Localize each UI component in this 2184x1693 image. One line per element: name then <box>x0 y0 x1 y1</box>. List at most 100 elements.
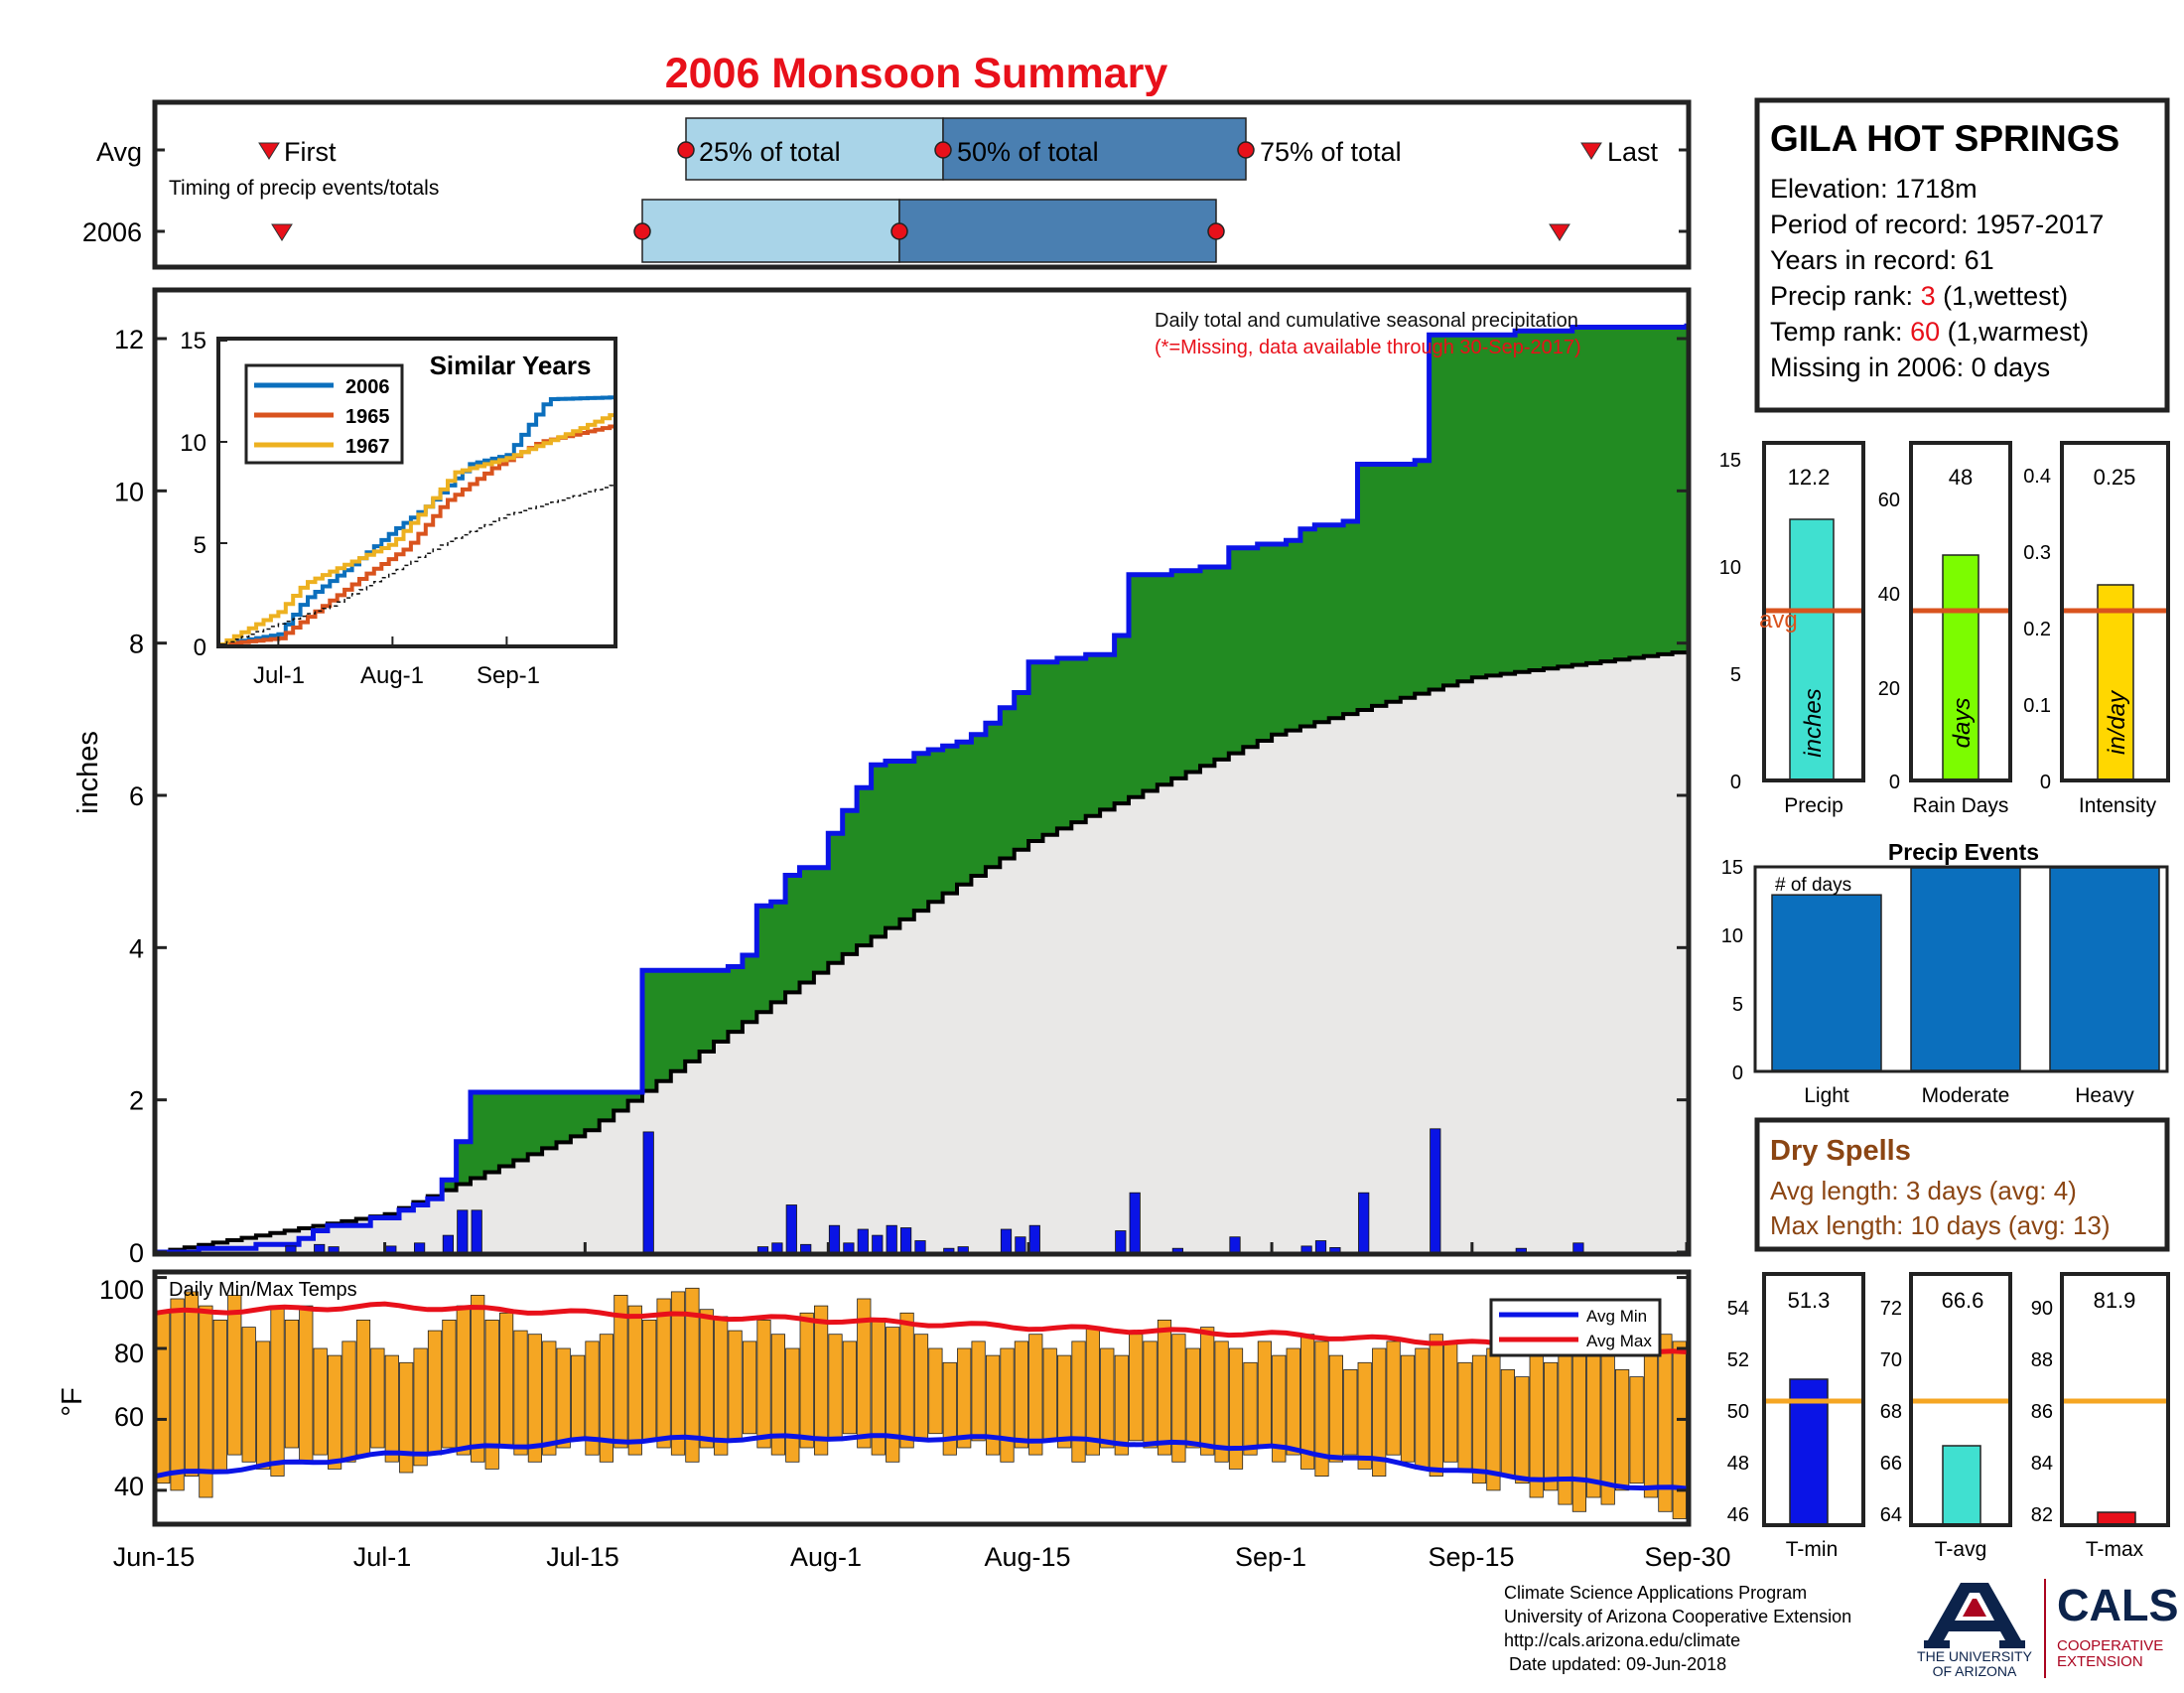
daily-precip-bar <box>1314 1240 1327 1253</box>
daily-temp-bar <box>270 1305 285 1477</box>
daily-precip-bar <box>872 1234 884 1253</box>
main-ylabel: inches <box>72 731 104 814</box>
daily-temp-bar <box>986 1354 1001 1456</box>
daily-temp-bar <box>1171 1334 1186 1463</box>
daily-temp-bar <box>942 1361 957 1456</box>
temp-rank-suffix: (1,warmest) <box>1940 317 2089 347</box>
daily-temp-bar <box>1200 1327 1215 1456</box>
intensity-unit-label: in/day <box>2104 689 2130 755</box>
main-ytick-label: 6 <box>129 781 144 811</box>
daily-temp-bar <box>714 1316 729 1456</box>
temp-caption: Daily Min/Max Temps <box>169 1279 357 1301</box>
intensity-ytick-03: 0.3 <box>2023 542 2051 564</box>
precip-mini-frame <box>1762 441 1865 782</box>
intensity-mini-chart: 0.25 in/day 0 0.1 0.2 0.3 0.4 Intensity <box>2023 441 2170 817</box>
daily-temp-bar <box>1529 1354 1544 1498</box>
station-period: Period of record: 1957-2017 <box>1770 210 2104 239</box>
precip-value-bar <box>1789 518 1835 781</box>
rain-days-unit-label: days <box>1949 698 1976 749</box>
daily-temp-bar <box>1486 1347 1501 1491</box>
footer-line-1: Climate Science Applications Program <box>1504 1583 1807 1603</box>
inset-line-1967 <box>219 413 614 646</box>
daily-precip-bar <box>957 1246 969 1253</box>
daily-precip-bar <box>413 1242 426 1253</box>
rain-days-ytick-60: 60 <box>1878 490 1900 511</box>
tmax-ytick-84: 84 <box>2031 1453 2053 1475</box>
daily-temp-bar <box>1672 1340 1687 1519</box>
daily-precip-bar <box>914 1240 926 1253</box>
daily-precip-bar <box>785 1204 797 1253</box>
xtick-jul15: Jul-15 <box>546 1542 619 1572</box>
daily-temp-bar <box>1343 1369 1358 1456</box>
rain-days-ytick-0: 0 <box>1889 772 1900 793</box>
cals-line-2: EXTENSION <box>2057 1653 2143 1670</box>
tmax-value-text: 81.9 <box>2094 1288 2136 1313</box>
daily-temp-bar <box>1629 1376 1644 1484</box>
daily-temp-bar <box>585 1340 600 1456</box>
daily-temp-bar <box>327 1354 342 1470</box>
pct-50-label: 50% of total <box>957 137 1099 167</box>
ua-line-2: OF ARIZONA <box>1933 1663 2017 1679</box>
daily-temp-bar <box>1386 1340 1401 1456</box>
xtick-aug15: Aug-15 <box>984 1542 1070 1572</box>
events-cat-light: Light <box>1804 1084 1849 1107</box>
station-temp-rank: Temp rank: 60 (1,warmest) <box>1770 317 2089 347</box>
daily-temp-bar <box>355 1320 371 1456</box>
precip-ytick-0: 0 <box>1730 772 1741 793</box>
timing-row-avg-label: Avg <box>96 137 142 167</box>
daily-precip-bar <box>857 1228 869 1253</box>
intensity-ytick-0: 0 <box>2040 772 2051 793</box>
last-label: Last <box>1607 137 1659 167</box>
daily-temp-bar <box>384 1354 399 1463</box>
dry-spells-max-length: Max length: 10 days (avg: 13) <box>1770 1210 2111 1240</box>
precip-mini-label: Precip <box>1784 794 1843 817</box>
daily-precip-bar <box>943 1247 955 1253</box>
events-ytick-15: 15 <box>1721 857 1743 879</box>
daily-temp-bar <box>413 1347 428 1467</box>
tavg-mini-chart: 66.6 64 66 68 70 72 T-avg <box>1880 1272 2012 1561</box>
tavg-ytick-66: 66 <box>1880 1453 1902 1475</box>
daily-temp-bar <box>442 1320 457 1449</box>
tmin-mini-chart: 51.3 46 48 50 52 54 T-min <box>1727 1272 1865 1561</box>
y2006-25-marker <box>633 222 651 240</box>
daily-temp-bar <box>1071 1340 1086 1463</box>
daily-precip-bar <box>1430 1128 1441 1253</box>
temp-ylabel: °F <box>57 1387 88 1416</box>
daily-temp-bar <box>828 1334 843 1442</box>
tmin-mini-label: T-min <box>1786 1538 1839 1561</box>
dry-spells-box: Dry Spells Avg length: 3 days (avg: 4) M… <box>1754 1117 2170 1252</box>
event-bar-heavy <box>2049 867 2160 1071</box>
avg-box-25-50 <box>685 117 944 181</box>
tmin-ytick-54: 54 <box>1727 1298 1749 1320</box>
daily-precip-bar <box>642 1131 654 1253</box>
main-ytick-label: 8 <box>129 630 144 659</box>
daily-precip-bar <box>457 1209 469 1253</box>
events-cat-moderate: Moderate <box>1922 1084 2010 1107</box>
temp-ytick-40: 40 <box>114 1472 144 1501</box>
daily-temp-bar <box>1457 1361 1472 1470</box>
tmax-ytick-86: 86 <box>2031 1401 2053 1423</box>
last-2006-marker <box>1549 223 1570 241</box>
precip-avg-label: avg <box>1759 607 1798 634</box>
daily-temp-bar <box>1443 1340 1458 1463</box>
daily-temp-bar <box>571 1354 586 1442</box>
tavg-ytick-64: 64 <box>1880 1504 1902 1526</box>
daily-temp-bar <box>199 1305 213 1498</box>
daily-temp-bar <box>484 1320 499 1470</box>
ua-a-red-icon <box>1963 1599 1986 1617</box>
shared-x-axis: Jun-15 Jul-1 Jul-15 Aug-1 Aug-15 Sep-1 S… <box>113 1542 1731 1572</box>
precip-ytick-5: 5 <box>1730 664 1741 686</box>
daily-precip-bar <box>328 1246 340 1253</box>
temp-ytick-60: 60 <box>114 1402 144 1432</box>
temp-rank-value: 60 <box>1910 317 1940 347</box>
temp-line-avg-min <box>155 1433 1688 1491</box>
pct-25-label: 25% of total <box>699 137 841 167</box>
daily-temp-bar <box>913 1334 929 1442</box>
tmax-mini-frame <box>2060 1272 2170 1527</box>
daily-temp-bar <box>184 1291 200 1478</box>
tmax-ytick-90: 90 <box>2031 1298 2053 1320</box>
inset-xtick-sep1: Sep-1 <box>477 662 540 689</box>
temp-ytick-100: 100 <box>99 1275 144 1305</box>
tmax-mini-label: T-max <box>2086 1538 2144 1561</box>
